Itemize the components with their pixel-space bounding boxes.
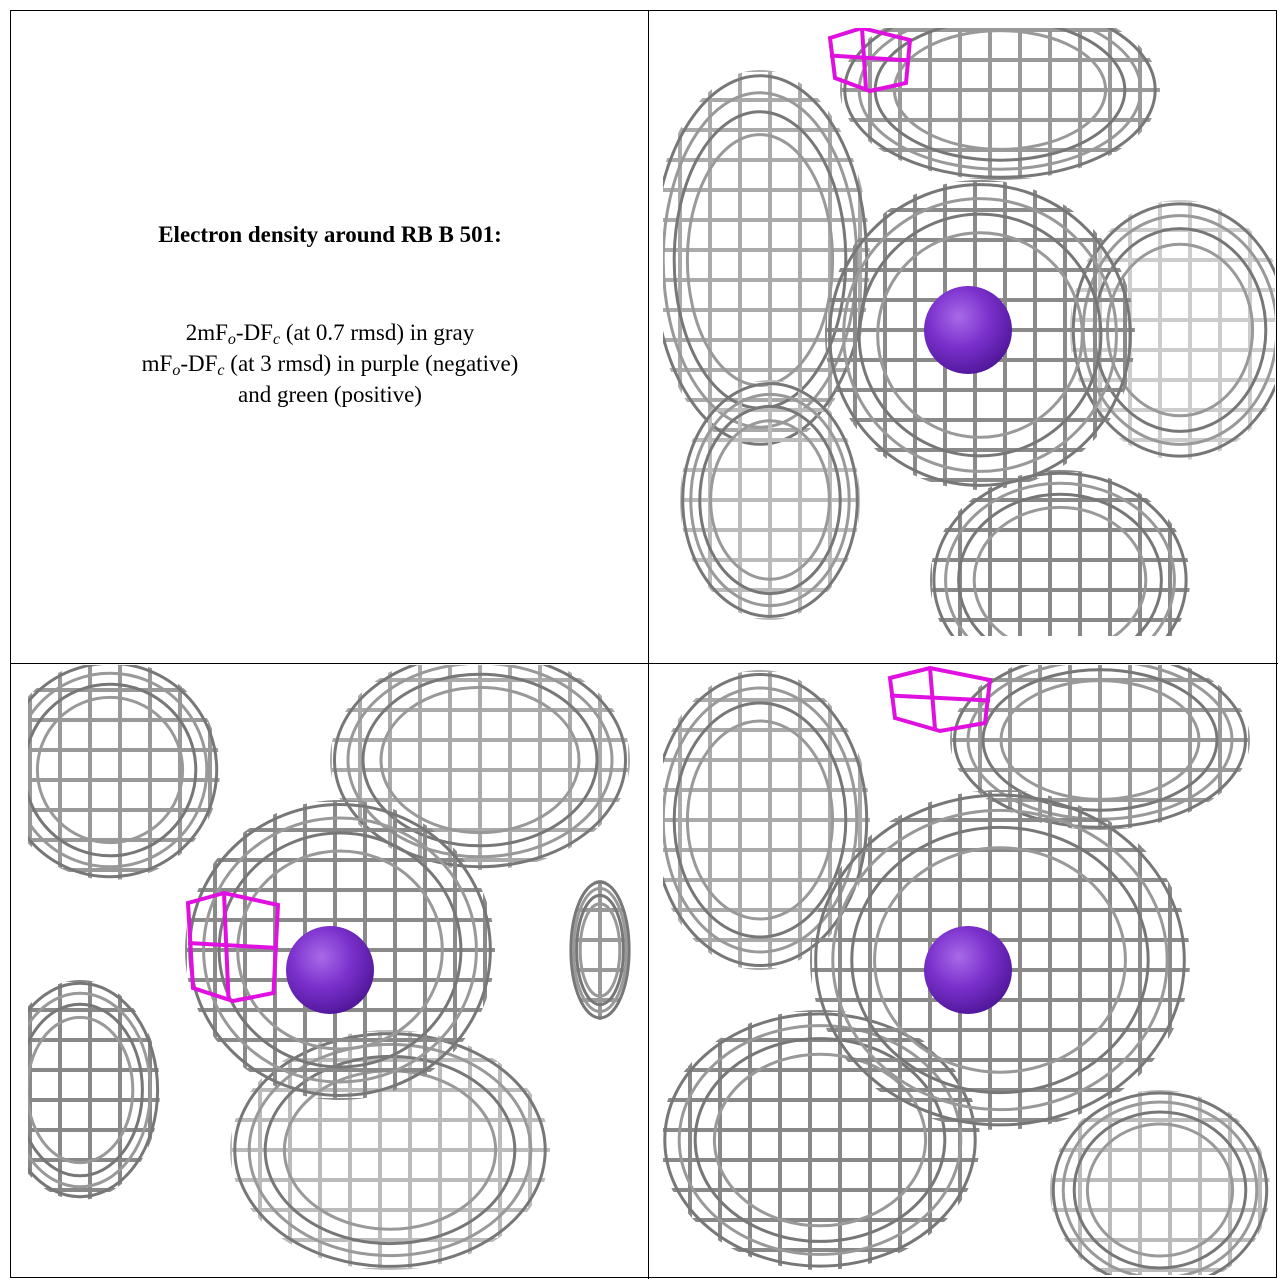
mesh-contour [876,231,1084,439]
subscript: o [172,362,181,379]
mesh-contour [957,492,1163,636]
caption-text: (at 0.7 rmsd) in gray [280,320,475,345]
caption-line: mFo-DFc (at 3 rmsd) in purple (negative) [12,351,648,379]
mesh-contour [663,673,869,967]
mesh-contour [346,665,614,859]
density-mesh [1050,1090,1270,1275]
caption: Electron density around RB B 501: 2mFo-D… [12,10,648,663]
mesh-contour [663,1012,977,1268]
caption-line: and green (positive) [12,382,648,408]
mesh-contour [689,392,851,608]
density-mesh [28,665,220,880]
caption-title: Electron density around RB B 501: [158,222,502,247]
mesh-contour [572,886,628,1014]
mesh-contour [677,1024,963,1256]
density-mesh [840,28,1160,180]
subscript: c [272,331,281,348]
caption-text: 2mF [185,320,228,345]
mesh-contour [685,719,835,921]
mesh-contour [892,29,1108,151]
mesh-contour [1051,1091,1269,1275]
caption-text: -DF [180,351,218,376]
mesh-cube [187,941,279,950]
mesh-contour [843,28,1157,179]
mesh-contour [28,665,219,879]
mesh-contour [28,1015,135,1165]
mesh-contour [857,212,1103,458]
mesh-contour [28,1002,144,1178]
mesh-contour [217,831,463,1069]
density-mesh [680,380,860,620]
rb-atom [924,926,1012,1014]
mesh-contour [236,849,444,1051]
caption-text: (at 3 rmsd) in purple (negative) [224,351,519,376]
mesh-contour [873,846,1127,1074]
mesh-contour [842,197,1118,473]
caption-text: mF [141,351,173,376]
mesh-contour [1072,1110,1248,1270]
mesh-contour [663,91,859,429]
mesh-contour [672,110,848,410]
subscript: c [217,362,225,379]
mesh-cube [829,53,911,63]
rb-atom [286,926,374,1014]
mesh-contour [932,471,1188,636]
mesh-contour [379,685,581,835]
mesh-cube [827,28,913,94]
mesh-contour [999,679,1201,801]
mesh-cube [889,693,991,703]
mesh-contour [202,816,478,1084]
mesh-contour [663,686,859,954]
mesh-contour [28,991,152,1189]
mesh-contour [1085,1122,1235,1258]
mesh-contour [944,481,1176,636]
mesh-contour [693,1037,947,1243]
mesh-contour [35,695,185,845]
mesh-contour [857,28,1143,171]
difference-density [185,890,281,1004]
density-panel [28,665,631,1270]
mesh-contour [712,1052,928,1228]
mesh-contour [361,672,599,848]
mesh-contour [831,808,1169,1112]
mesh-contour [709,419,831,581]
caption-text: and green (positive) [238,382,422,407]
mesh-contour [672,701,848,939]
density-mesh [950,665,1250,830]
mesh-contour [247,1042,533,1258]
mesh-contour [333,665,627,869]
mesh-contour [1061,1100,1259,1275]
mesh-contour [233,1032,547,1268]
mesh-contour [972,505,1148,636]
caption-line: 2mFo-DFc (at 0.7 rmsd) in gray [12,320,648,348]
mesh-contour [828,183,1132,487]
mesh-contour [681,382,859,618]
density-panel [663,665,1270,1275]
density-mesh [930,470,1190,636]
mesh-contour [569,880,631,1020]
difference-density [887,665,993,734]
mesh-contour [698,404,842,596]
mesh-contour [575,893,625,1007]
table-border [10,10,1277,1278]
mesh-contour [981,668,1219,812]
mesh-contour [578,902,622,998]
density-mesh [663,70,870,450]
caption-text: -DF [235,320,273,345]
density-panel [663,28,1275,636]
rb-atom [924,286,1012,374]
mesh-contour [28,981,160,1199]
subscript: o [227,331,236,348]
difference-density [827,28,913,94]
density-mesh [28,980,160,1200]
mesh-contour [28,671,209,869]
mesh-contour [28,682,198,858]
mesh-contour [850,825,1150,1095]
mesh-contour [814,793,1186,1127]
mesh-contour [953,665,1247,829]
